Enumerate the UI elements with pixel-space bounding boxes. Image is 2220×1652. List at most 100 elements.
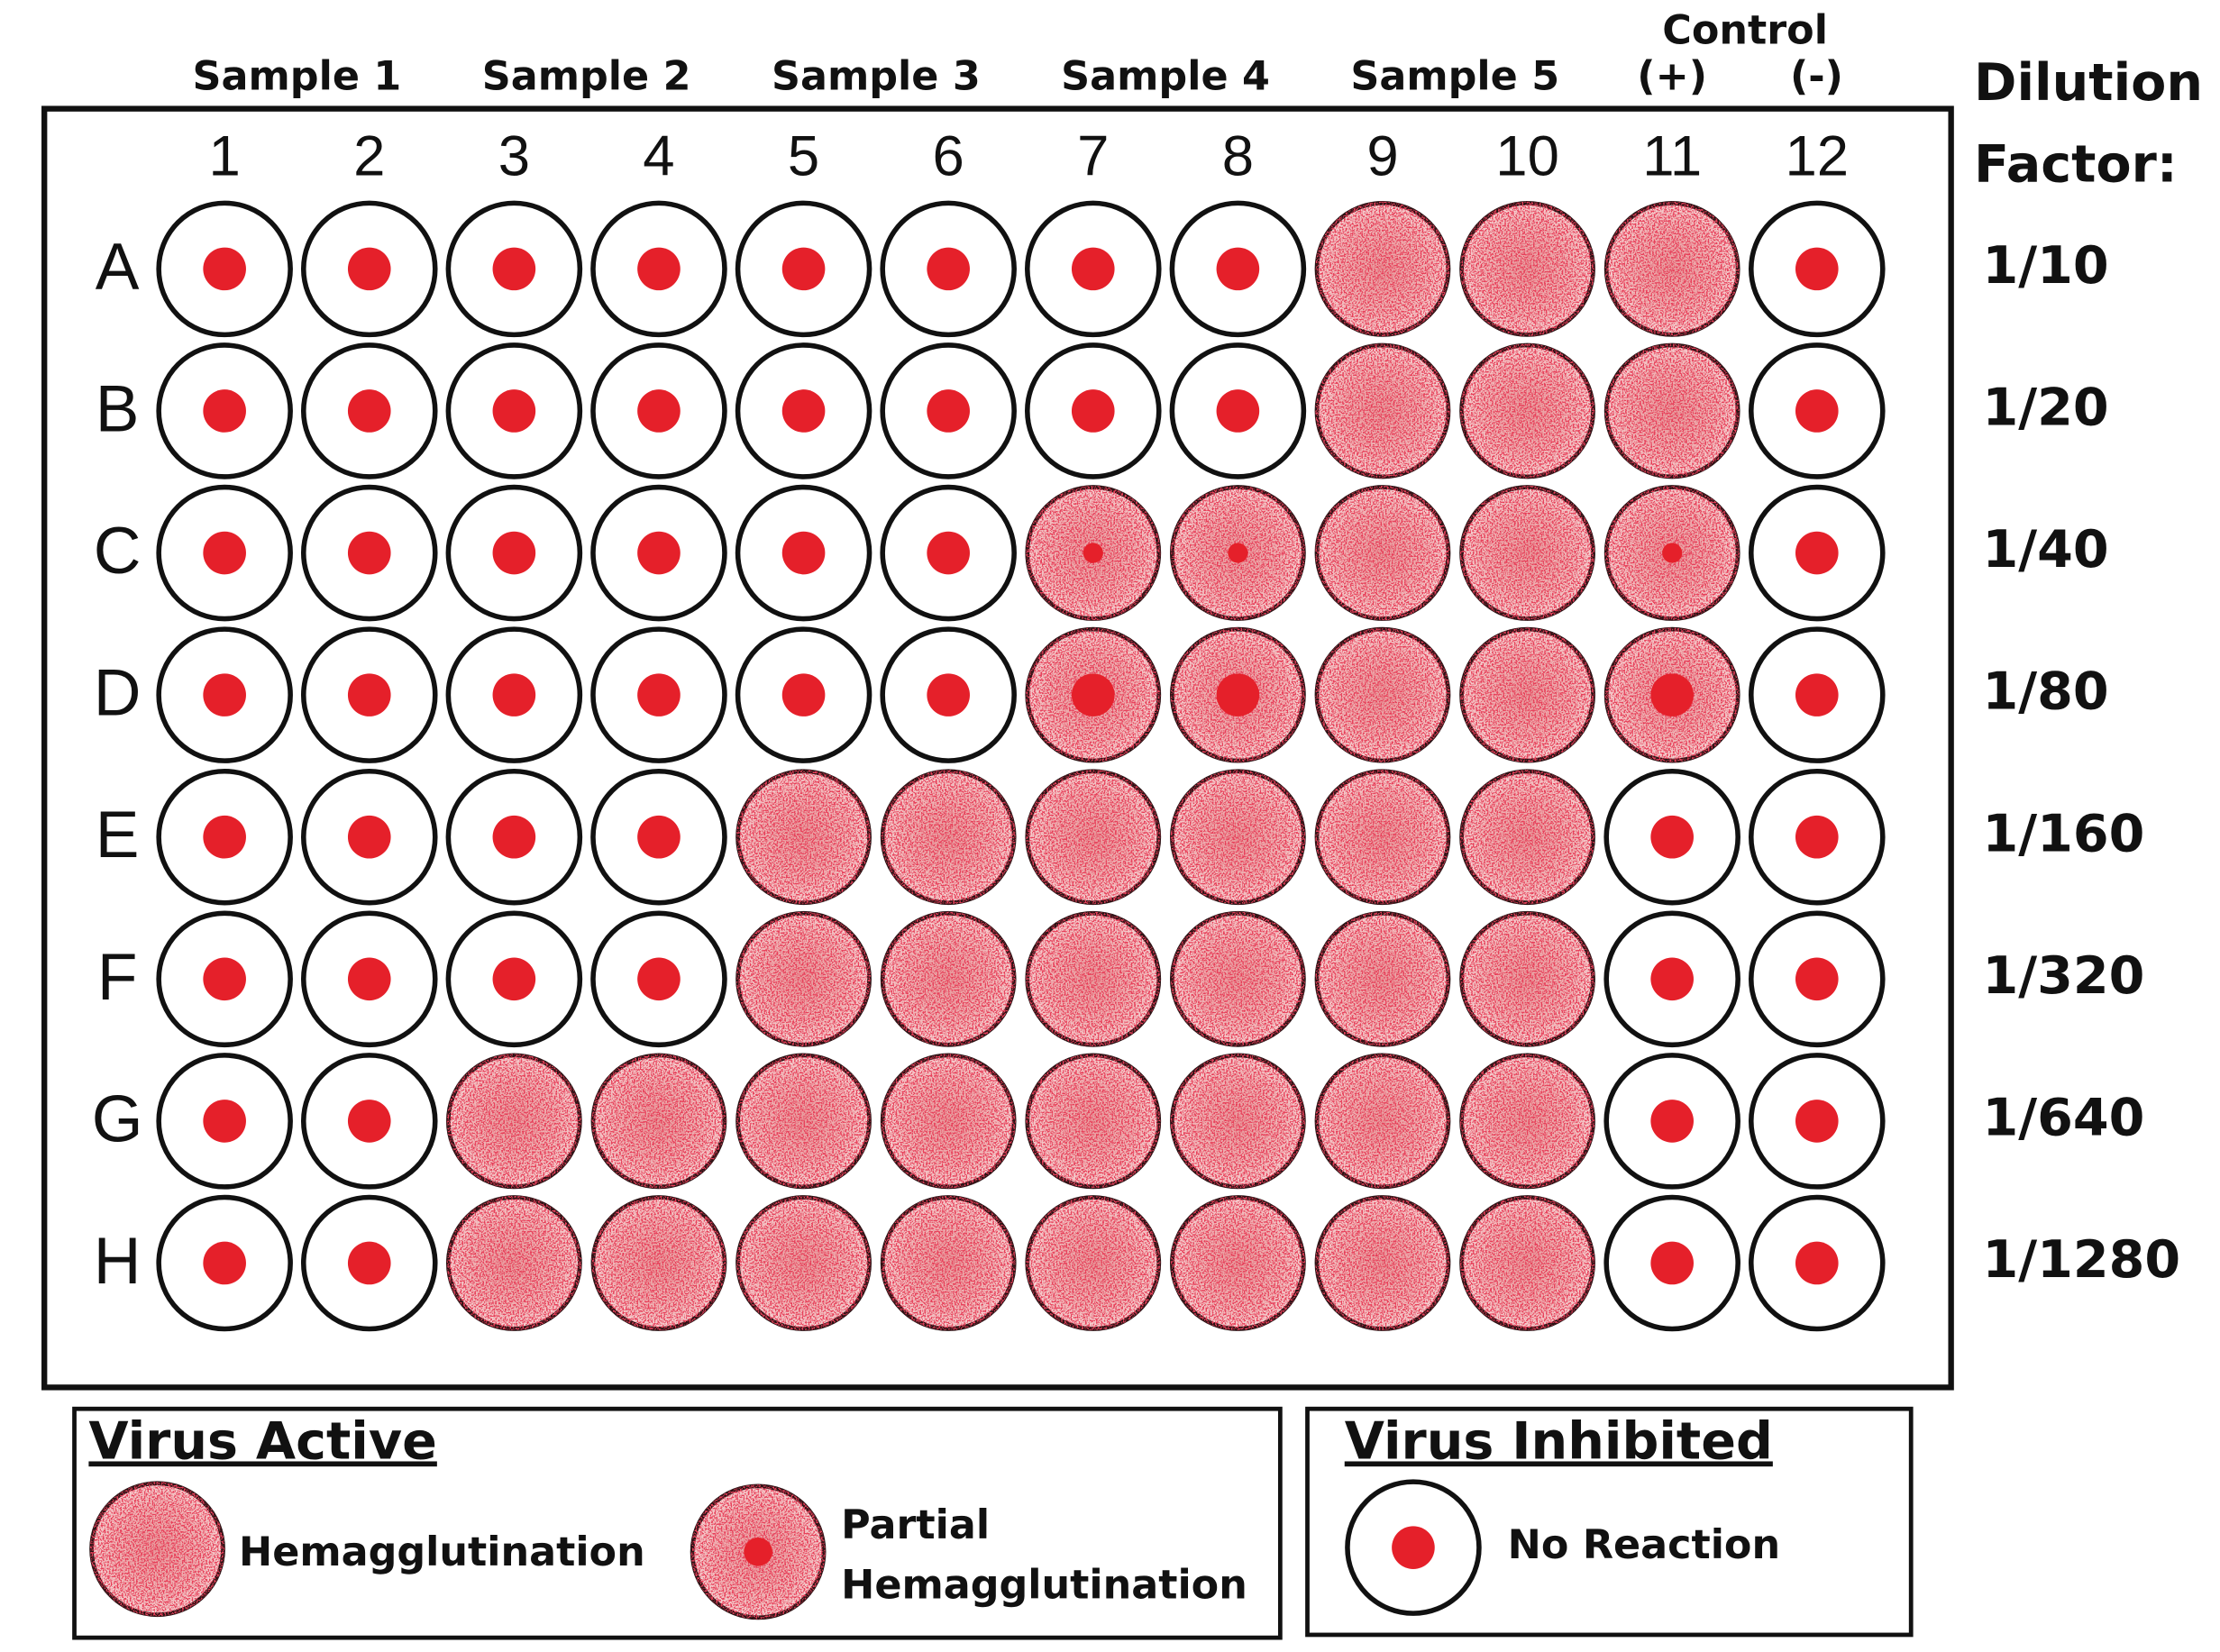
dilution: 1/640 (1983, 1089, 2145, 1148)
red-dot (203, 957, 246, 1001)
speckle (1026, 911, 1161, 1046)
red-dot (492, 531, 536, 575)
legend-box (1305, 1406, 1914, 1638)
red-dot (927, 247, 970, 291)
speckle (1459, 343, 1595, 479)
speckle (1459, 1054, 1595, 1189)
speckle (735, 911, 872, 1046)
speckle (1026, 1195, 1161, 1331)
red-dot (1071, 673, 1115, 716)
red-dot (637, 815, 681, 859)
speckle (881, 911, 1016, 1046)
speckle (1459, 770, 1595, 905)
column-number: 5 (788, 125, 819, 188)
sample-label: Sample 1 (193, 53, 402, 99)
speckle (735, 1054, 872, 1189)
dilution: 1/40 (1983, 520, 2109, 580)
column-number: 11 (1642, 125, 1702, 188)
red-dot (492, 673, 536, 716)
red-dot (492, 957, 536, 1001)
speckle (1315, 201, 1450, 336)
row-letter: A (96, 231, 140, 304)
legend-label: No Reaction (1508, 1522, 1780, 1568)
red-dot (1083, 543, 1103, 563)
red-dot (203, 389, 246, 433)
speckle (735, 770, 872, 905)
red-dot (1228, 543, 1248, 563)
speckle (1459, 627, 1595, 762)
row-letter: B (96, 372, 140, 445)
red-dot (347, 247, 391, 291)
red-dot (203, 531, 246, 575)
red-dot (1650, 815, 1694, 859)
row-letter: D (94, 657, 142, 730)
red-dot (927, 389, 970, 433)
red-dot (927, 673, 970, 716)
dilution: 1/80 (1983, 662, 2109, 722)
row-letter: H (94, 1225, 142, 1298)
speckle (591, 1054, 726, 1189)
dilution-title: Factor: (1974, 134, 2178, 194)
row-letter: C (94, 515, 142, 588)
column-number: 4 (643, 125, 674, 188)
red-dot (203, 247, 246, 291)
sample-label: Sample 2 (482, 53, 691, 99)
red-dot (347, 531, 391, 575)
column-number: 2 (353, 125, 385, 188)
speckle (1459, 1195, 1595, 1331)
speckle (89, 1482, 225, 1617)
dilution: 1/320 (1983, 946, 2145, 1006)
control-label: Control (1662, 8, 1828, 54)
speckle (591, 1195, 726, 1331)
red-dot (781, 247, 826, 291)
red-dot (637, 957, 681, 1001)
sample-label: Sample 3 (772, 53, 981, 99)
speckle (1604, 343, 1740, 479)
red-dot (1216, 247, 1260, 291)
speckle (881, 1195, 1016, 1331)
red-dot (1795, 1100, 1839, 1143)
red-dot (1795, 389, 1839, 433)
red-dot (1216, 389, 1260, 433)
red-dot (1795, 531, 1839, 575)
red-dot (347, 1100, 391, 1143)
speckle (1315, 1195, 1450, 1331)
red-dot (744, 1538, 772, 1566)
red-dot (1795, 815, 1839, 859)
red-dot (1650, 673, 1694, 716)
red-dot (347, 673, 391, 716)
speckle (446, 1195, 581, 1331)
speckle (1170, 770, 1305, 905)
speckle (1315, 343, 1450, 479)
red-dot (203, 1241, 246, 1285)
red-dot (1071, 247, 1115, 291)
speckle (1026, 770, 1161, 905)
speckle (735, 1195, 872, 1331)
legend-label: Hemagglutination (841, 1563, 1247, 1609)
dilution: 1/160 (1983, 804, 2145, 863)
speckle (1315, 770, 1450, 905)
red-dot (637, 389, 681, 433)
red-dot (347, 957, 391, 1001)
column-number: 3 (498, 125, 530, 188)
column-number: 6 (933, 125, 964, 188)
red-dot (1795, 957, 1839, 1001)
red-dot (1795, 673, 1839, 716)
red-dot (781, 531, 826, 575)
red-dot (637, 247, 681, 291)
row-letter: E (96, 799, 140, 872)
red-dot (1795, 247, 1839, 291)
speckle (446, 1054, 581, 1189)
red-dot (347, 389, 391, 433)
column-number: 9 (1366, 125, 1398, 188)
red-dot (1650, 1241, 1694, 1285)
red-dot (492, 247, 536, 291)
red-dot (347, 815, 391, 859)
control-positive: (+) (1637, 53, 1707, 99)
red-dot (492, 389, 536, 433)
red-dot (1216, 673, 1260, 716)
red-dot (1662, 543, 1683, 563)
speckle (1170, 1054, 1305, 1189)
dilution-title: Dilution (1974, 53, 2203, 113)
